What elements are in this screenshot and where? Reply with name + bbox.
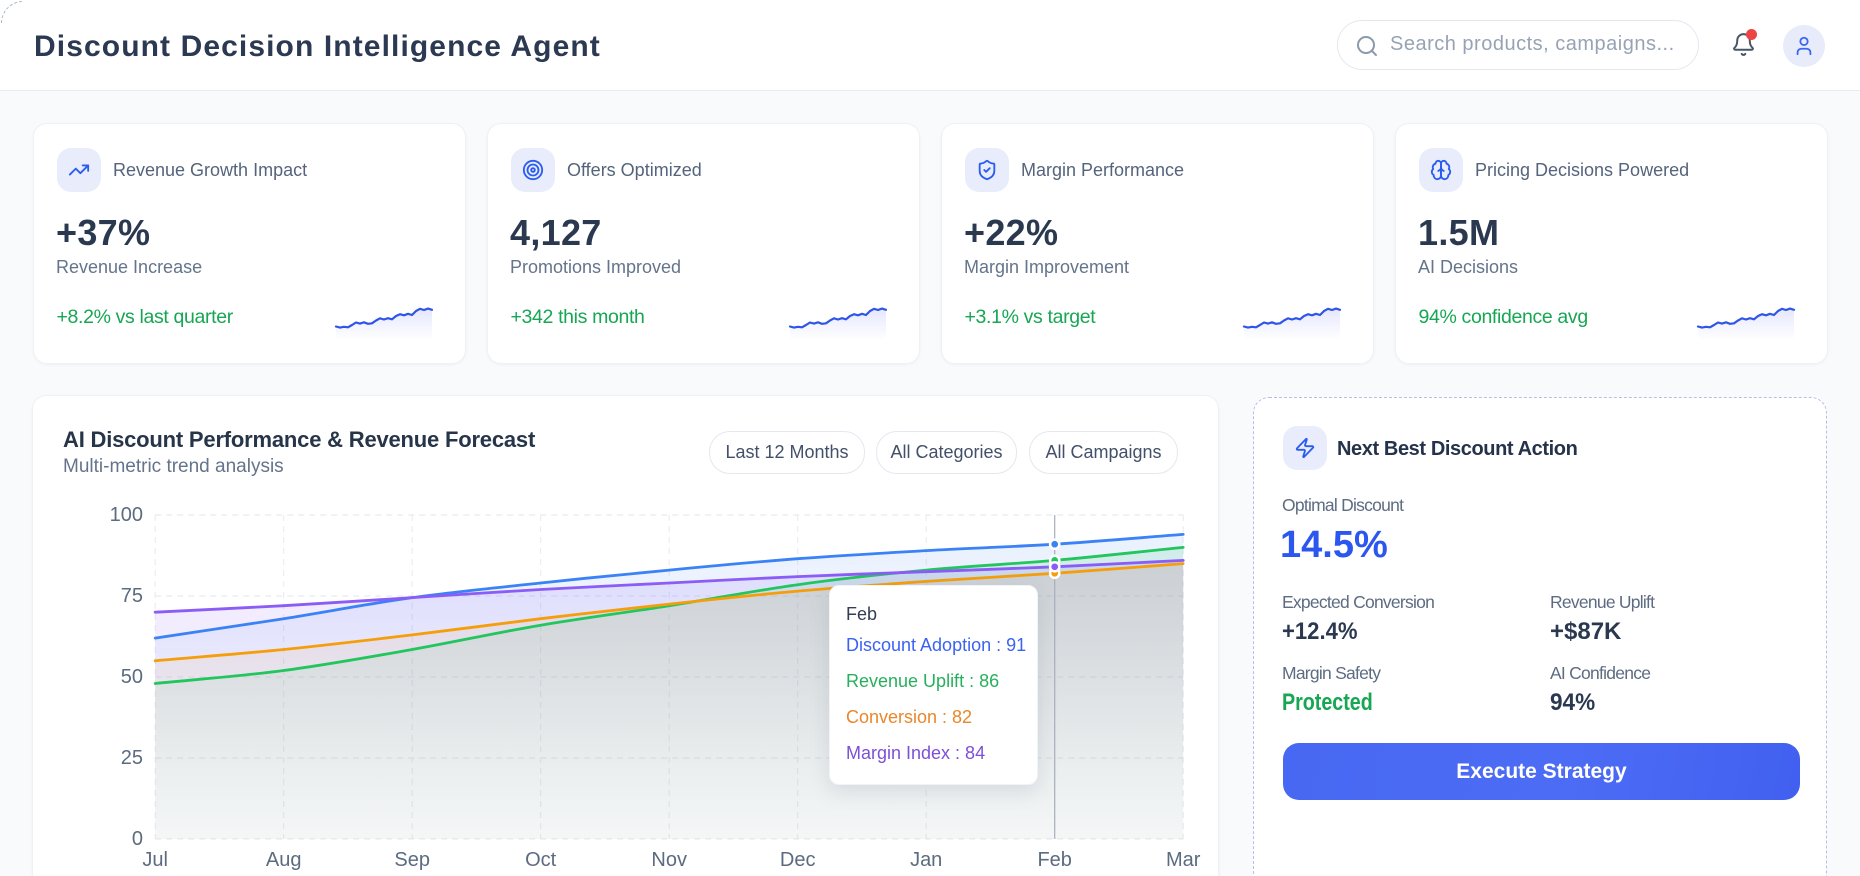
svg-text:Nov: Nov (651, 849, 687, 871)
svg-text:Sep: Sep (394, 849, 430, 871)
svg-text:25: 25 (121, 747, 143, 769)
svg-text:Oct: Oct (525, 849, 557, 871)
svg-text:Aug: Aug (266, 849, 302, 871)
svg-text:0: 0 (132, 828, 143, 850)
svg-text:50: 50 (121, 666, 143, 688)
svg-text:Mar: Mar (1166, 849, 1201, 871)
svg-text:Jul: Jul (142, 849, 168, 871)
svg-text:75: 75 (121, 585, 143, 607)
svg-text:Feb: Feb (1037, 849, 1071, 871)
svg-text:Jan: Jan (910, 849, 942, 871)
svg-text:Dec: Dec (780, 849, 816, 871)
svg-text:100: 100 (110, 504, 143, 526)
